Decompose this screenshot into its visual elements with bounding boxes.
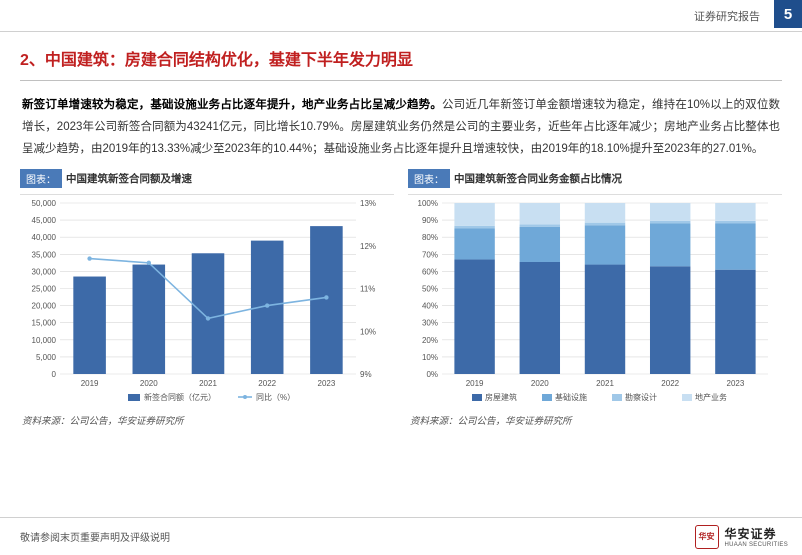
svg-text:勘察设计: 勘察设计 [625, 392, 657, 402]
chart-label-box: 图表： [408, 169, 450, 188]
svg-text:5,000: 5,000 [36, 352, 57, 361]
logo-en: HUAAN SECURITIES [725, 542, 788, 548]
chart-right-title-bar: 图表： 中国建筑新签合同业务金额占比情况 [408, 169, 782, 188]
svg-text:20,000: 20,000 [32, 301, 57, 310]
svg-text:2022: 2022 [661, 379, 679, 388]
logo-seal-icon: 华安 [695, 525, 719, 549]
svg-text:30,000: 30,000 [32, 267, 57, 276]
chart-right-source: 资料来源：公司公告，华安证券研究所 [408, 413, 782, 427]
charts-row: 图表： 中国建筑新签合同额及增速 0 5,000 10,000 15,000 20,00… [0, 169, 802, 427]
svg-text:基础设施: 基础设施 [555, 392, 587, 402]
svg-text:同比（%）: 同比（%） [256, 392, 295, 402]
body-paragraph: 新签订单增速较为稳定，基础设施业务占比逐年提升，地产业务占比呈减少趋势。公司近几… [0, 81, 802, 169]
page-number-badge: 5 [774, 0, 802, 28]
svg-text:60%: 60% [422, 267, 438, 276]
chart-label-box: 图表： [20, 169, 62, 188]
page-number: 5 [784, 6, 792, 23]
svg-text:0: 0 [52, 370, 57, 379]
svg-text:房屋建筑: 房屋建筑 [485, 392, 517, 402]
chart-left-title: 中国建筑新签合同额及增速 [66, 171, 192, 186]
svg-text:10,000: 10,000 [32, 335, 57, 344]
logo-text-block: 华安证券 HUAAN SECURITIES [725, 525, 788, 548]
chart-left-source: 资料来源：公司公告，华安证券研究所 [20, 413, 394, 427]
page-header: 证券研究报告 5 [0, 0, 802, 32]
svg-text:地产业务: 地产业务 [695, 392, 727, 402]
svg-text:50%: 50% [422, 284, 438, 293]
svg-text:2023: 2023 [318, 379, 336, 388]
svg-text:70%: 70% [422, 250, 438, 259]
svg-text:0%: 0% [426, 370, 438, 379]
seal-text: 华安 [699, 533, 715, 541]
chart-left-title-bar: 图表： 中国建筑新签合同额及增速 [20, 169, 394, 188]
footer-logo: 华安 华安证券 HUAAN SECURITIES [695, 525, 788, 549]
svg-text:40%: 40% [422, 301, 438, 310]
svg-text:90%: 90% [422, 216, 438, 225]
svg-text:10%: 10% [360, 327, 376, 336]
svg-text:2020: 2020 [531, 379, 549, 388]
chart-left-block: 图表： 中国建筑新签合同额及增速 0 5,000 10,000 15,000 20,00… [20, 169, 394, 427]
svg-text:2020: 2020 [140, 379, 158, 388]
svg-text:10%: 10% [422, 352, 438, 361]
report-type-label: 证券研究报告 [694, 8, 760, 24]
page-footer: 敬请参阅末页重要声明及评级说明 华安 华安证券 HUAAN SECURITIES [0, 517, 802, 555]
section-title-rest: 房建合同结构优化，基建下半年发力明显 [125, 52, 413, 69]
svg-text:新签合同额（亿元）: 新签合同额（亿元） [144, 392, 216, 402]
section-index: 2、 [20, 52, 45, 69]
svg-text:2019: 2019 [81, 379, 99, 388]
section-company: 中国建筑： [45, 52, 125, 69]
chart-left-area: 0 5,000 10,000 15,000 20,000 25,000 30,000 35,0… [20, 194, 394, 409]
lead-sentence: 新签订单增速较为稳定，基础设施业务占比逐年提升，地产业务占比呈减少趋势。 [22, 99, 442, 111]
svg-text:100%: 100% [418, 199, 438, 208]
svg-text:2022: 2022 [258, 379, 276, 388]
chart-right-block: 图表： 中国建筑新签合同业务金额占比情况 0% 10% 20% 30% 40% 50% 60… [408, 169, 782, 427]
chart-right-svg: 0% 10% 20% 30% 40% 50% 60% 70% 80% 90% 100% 2019 202… [408, 195, 778, 410]
svg-text:40,000: 40,000 [32, 233, 57, 242]
svg-text:15,000: 15,000 [32, 318, 57, 327]
section-title: 2、中国建筑：房建合同结构优化，基建下半年发力明显 [0, 32, 802, 80]
chart-right-area: 0% 10% 20% 30% 40% 50% 60% 70% 80% 90% 100% 2019 202… [408, 194, 782, 409]
svg-text:20%: 20% [422, 335, 438, 344]
svg-text:2023: 2023 [727, 379, 745, 388]
footer-disclaimer: 敬请参阅末页重要声明及评级说明 [20, 529, 170, 544]
svg-text:45,000: 45,000 [32, 216, 57, 225]
svg-text:11%: 11% [360, 284, 375, 293]
svg-text:50,000: 50,000 [32, 199, 57, 208]
svg-text:2021: 2021 [596, 379, 614, 388]
svg-text:30%: 30% [422, 318, 438, 327]
svg-text:9%: 9% [360, 370, 372, 379]
chart-left-svg: 0 5,000 10,000 15,000 20,000 25,000 30,000 35,0… [20, 195, 390, 410]
svg-text:13%: 13% [360, 199, 376, 208]
logo-cn: 华安证券 [725, 525, 788, 542]
svg-text:2019: 2019 [466, 379, 484, 388]
svg-text:2021: 2021 [199, 379, 217, 388]
chart-right-title: 中国建筑新签合同业务金额占比情况 [454, 171, 622, 186]
svg-text:80%: 80% [422, 233, 438, 242]
svg-text:12%: 12% [360, 241, 376, 250]
svg-text:35,000: 35,000 [32, 250, 57, 259]
svg-text:25,000: 25,000 [32, 284, 57, 293]
